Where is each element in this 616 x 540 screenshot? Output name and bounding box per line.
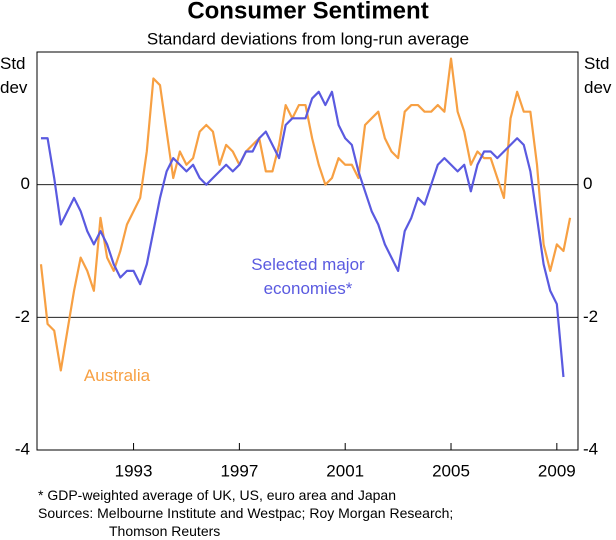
x-tick-label: 2001 [326,461,364,480]
source-line: Sources: Melbourne Institute and Westpac… [38,505,454,521]
y-axis-label: Std dev [0,54,28,97]
x-tick-label: 1993 [115,461,153,480]
series-label: Australia [83,366,151,385]
y-tick-label: -4 [15,439,30,458]
series-line [39,57,572,372]
y2-axis-label: Std dev [584,54,612,97]
footnote: * GDP-weighted average of UK, US, euro a… [38,487,396,503]
plot-frame [36,51,579,451]
chart-subtitle: Standard deviations from long-run averag… [147,29,469,48]
y2-tick-label: -4 [583,439,598,458]
series-line [40,90,565,378]
y-tick-label: 0 [21,174,30,193]
y2-tick-label: -2 [583,307,598,326]
x-tick-label: 2005 [432,461,470,480]
x-tick-label: 2009 [538,461,576,480]
chart-title: Consumer Sentiment [187,0,428,24]
y2-tick-label: 0 [583,174,592,193]
source-line: Thomson Reuters [109,523,221,539]
x-tick-label: 1997 [220,461,258,480]
series-label: Selected major economies* [251,255,365,298]
y-tick-label: -2 [15,307,30,326]
